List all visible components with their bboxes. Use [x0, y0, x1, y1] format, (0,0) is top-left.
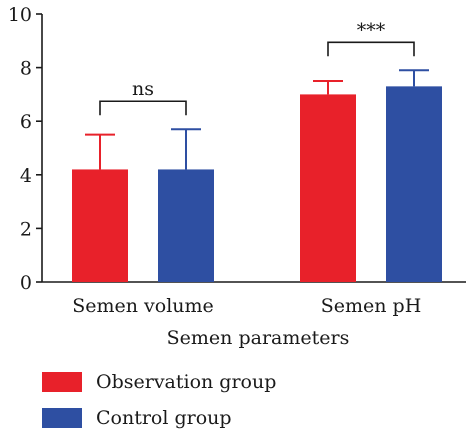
significance-bracket-0 — [99, 100, 187, 116]
chart-axes: 0 2 4 6 8 10 Semen volume Semen pH — [8, 4, 466, 317]
significance-annotations: ns *** — [99, 19, 415, 116]
legend-swatch-observation — [42, 372, 82, 392]
significance-label-1: *** — [357, 19, 386, 41]
significance-bracket-1 — [327, 41, 415, 57]
legend-label-observation: Observation group — [96, 371, 277, 393]
x-tick-label-1: Semen pH — [321, 295, 422, 317]
significance-label-0: ns — [132, 78, 154, 100]
y-tick-label-10: 10 — [8, 4, 32, 26]
y-tick-label-2: 2 — [20, 218, 32, 240]
x-axis-label: Semen parameters — [167, 327, 350, 349]
legend-swatch-control — [42, 408, 82, 428]
legend-item-control: Control group — [42, 404, 276, 432]
bar-0-0 — [72, 169, 128, 282]
y-tick-label-8: 8 — [20, 58, 32, 80]
bar-chart: 0 2 4 6 8 10 Semen volume Semen pH ns *** Semen … — [8, 4, 466, 349]
chart-bars — [72, 69, 442, 283]
bar-1-0 — [300, 94, 356, 283]
bar-0-1 — [158, 169, 214, 282]
y-tick-label-0: 0 — [20, 272, 32, 294]
y-tick-label-4: 4 — [20, 165, 32, 187]
bar-1-1 — [386, 86, 442, 282]
x-tick-label-0: Semen volume — [72, 295, 214, 317]
legend-item-observation: Observation group — [42, 368, 276, 396]
legend-label-control: Control group — [96, 407, 232, 429]
legend: Observation group Control group — [42, 368, 276, 440]
y-tick-label-6: 6 — [20, 111, 32, 133]
